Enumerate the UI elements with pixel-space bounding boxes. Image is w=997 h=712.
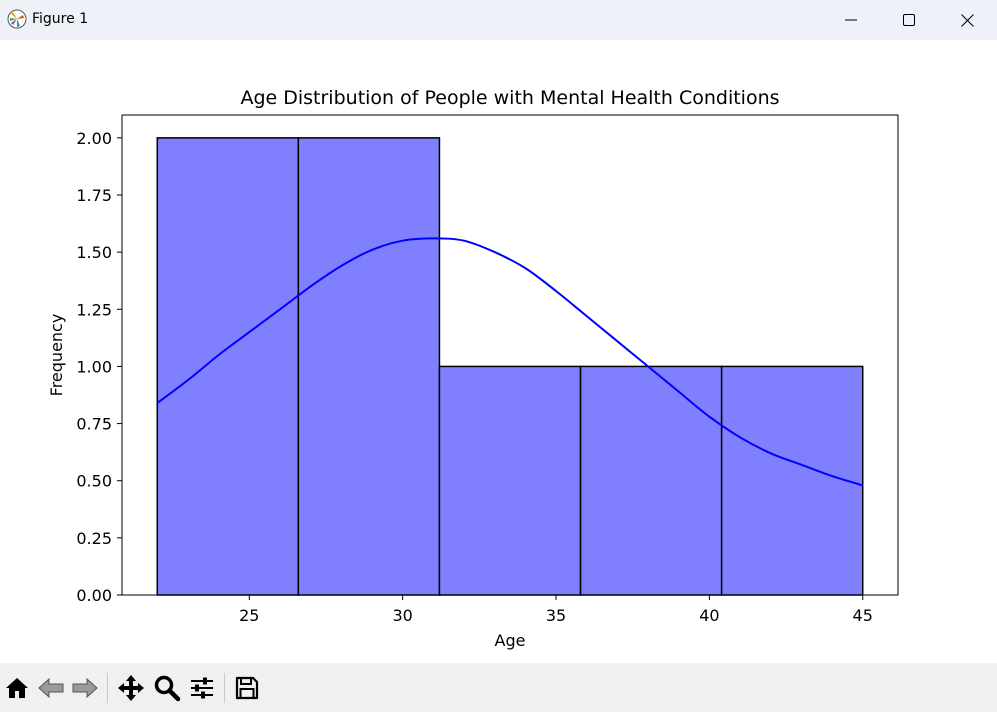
y-tick-label: 0.00 xyxy=(76,586,112,605)
maximize-icon xyxy=(903,14,915,26)
histogram-bar-5 xyxy=(720,365,864,596)
maximize-button[interactable] xyxy=(880,0,938,40)
toolbar-separator xyxy=(224,673,225,703)
back-button[interactable] xyxy=(36,673,66,703)
zoom-icon xyxy=(153,674,181,702)
bars-layer xyxy=(156,137,864,596)
y-tick-label: 1.25 xyxy=(76,300,112,319)
forward-arrow-icon xyxy=(71,675,99,701)
x-axis-ticks: 25 30 35 40 45 xyxy=(239,595,873,625)
toolbar-separator xyxy=(107,673,108,703)
sliders-icon xyxy=(188,674,216,702)
x-tick-label: 30 xyxy=(392,606,412,625)
x-tick-label: 45 xyxy=(853,606,873,625)
save-button[interactable] xyxy=(232,673,262,703)
save-icon xyxy=(234,675,260,701)
kde-line xyxy=(156,237,863,487)
forward-button[interactable] xyxy=(70,673,100,703)
histogram-bar-1 xyxy=(156,137,300,596)
y-axis-label: Frequency xyxy=(47,314,66,397)
histogram-chart: Age Distribution of People with Mental H… xyxy=(47,87,899,650)
close-button[interactable] xyxy=(938,0,996,40)
histogram-bar-3 xyxy=(438,365,582,596)
home-icon xyxy=(4,675,30,701)
pan-button[interactable] xyxy=(116,673,146,703)
x-tick-label: 35 xyxy=(546,606,566,625)
minimize-icon xyxy=(845,14,857,26)
y-tick-label: 0.50 xyxy=(76,472,112,491)
y-tick-label: 1.00 xyxy=(76,357,112,376)
configure-button[interactable] xyxy=(187,673,217,703)
x-tick-label: 40 xyxy=(699,606,719,625)
chart-title: Age Distribution of People with Mental H… xyxy=(240,87,779,109)
axes-frame xyxy=(121,114,899,596)
back-arrow-icon xyxy=(37,675,65,701)
figure-canvas[interactable]: Age Distribution of People with Mental H… xyxy=(0,40,997,663)
histogram-bar-4 xyxy=(579,365,723,596)
matplotlib-icon xyxy=(7,9,27,29)
y-tick-label: 0.75 xyxy=(76,415,112,434)
y-tick-label: 1.75 xyxy=(76,186,112,205)
y-tick-label: 0.25 xyxy=(76,529,112,548)
histogram-bar-2 xyxy=(297,137,441,596)
move-icon xyxy=(117,674,145,702)
navigation-toolbar xyxy=(0,663,997,712)
home-button[interactable] xyxy=(2,673,32,703)
window-title: Figure 1 xyxy=(32,11,89,27)
y-tick-label: 1.50 xyxy=(76,243,112,262)
x-axis-label: Age xyxy=(495,631,526,650)
minimize-button[interactable] xyxy=(822,0,880,40)
y-tick-label: 2.00 xyxy=(76,129,112,148)
x-tick-label: 25 xyxy=(239,606,259,625)
y-axis-ticks: 0.00 0.25 0.50 0.75 1.00 1.25 1.50 1.75 2.00 xyxy=(76,129,122,605)
title-bar[interactable]: Figure 1 xyxy=(0,0,997,40)
zoom-button[interactable] xyxy=(152,673,182,703)
close-icon xyxy=(960,13,974,27)
